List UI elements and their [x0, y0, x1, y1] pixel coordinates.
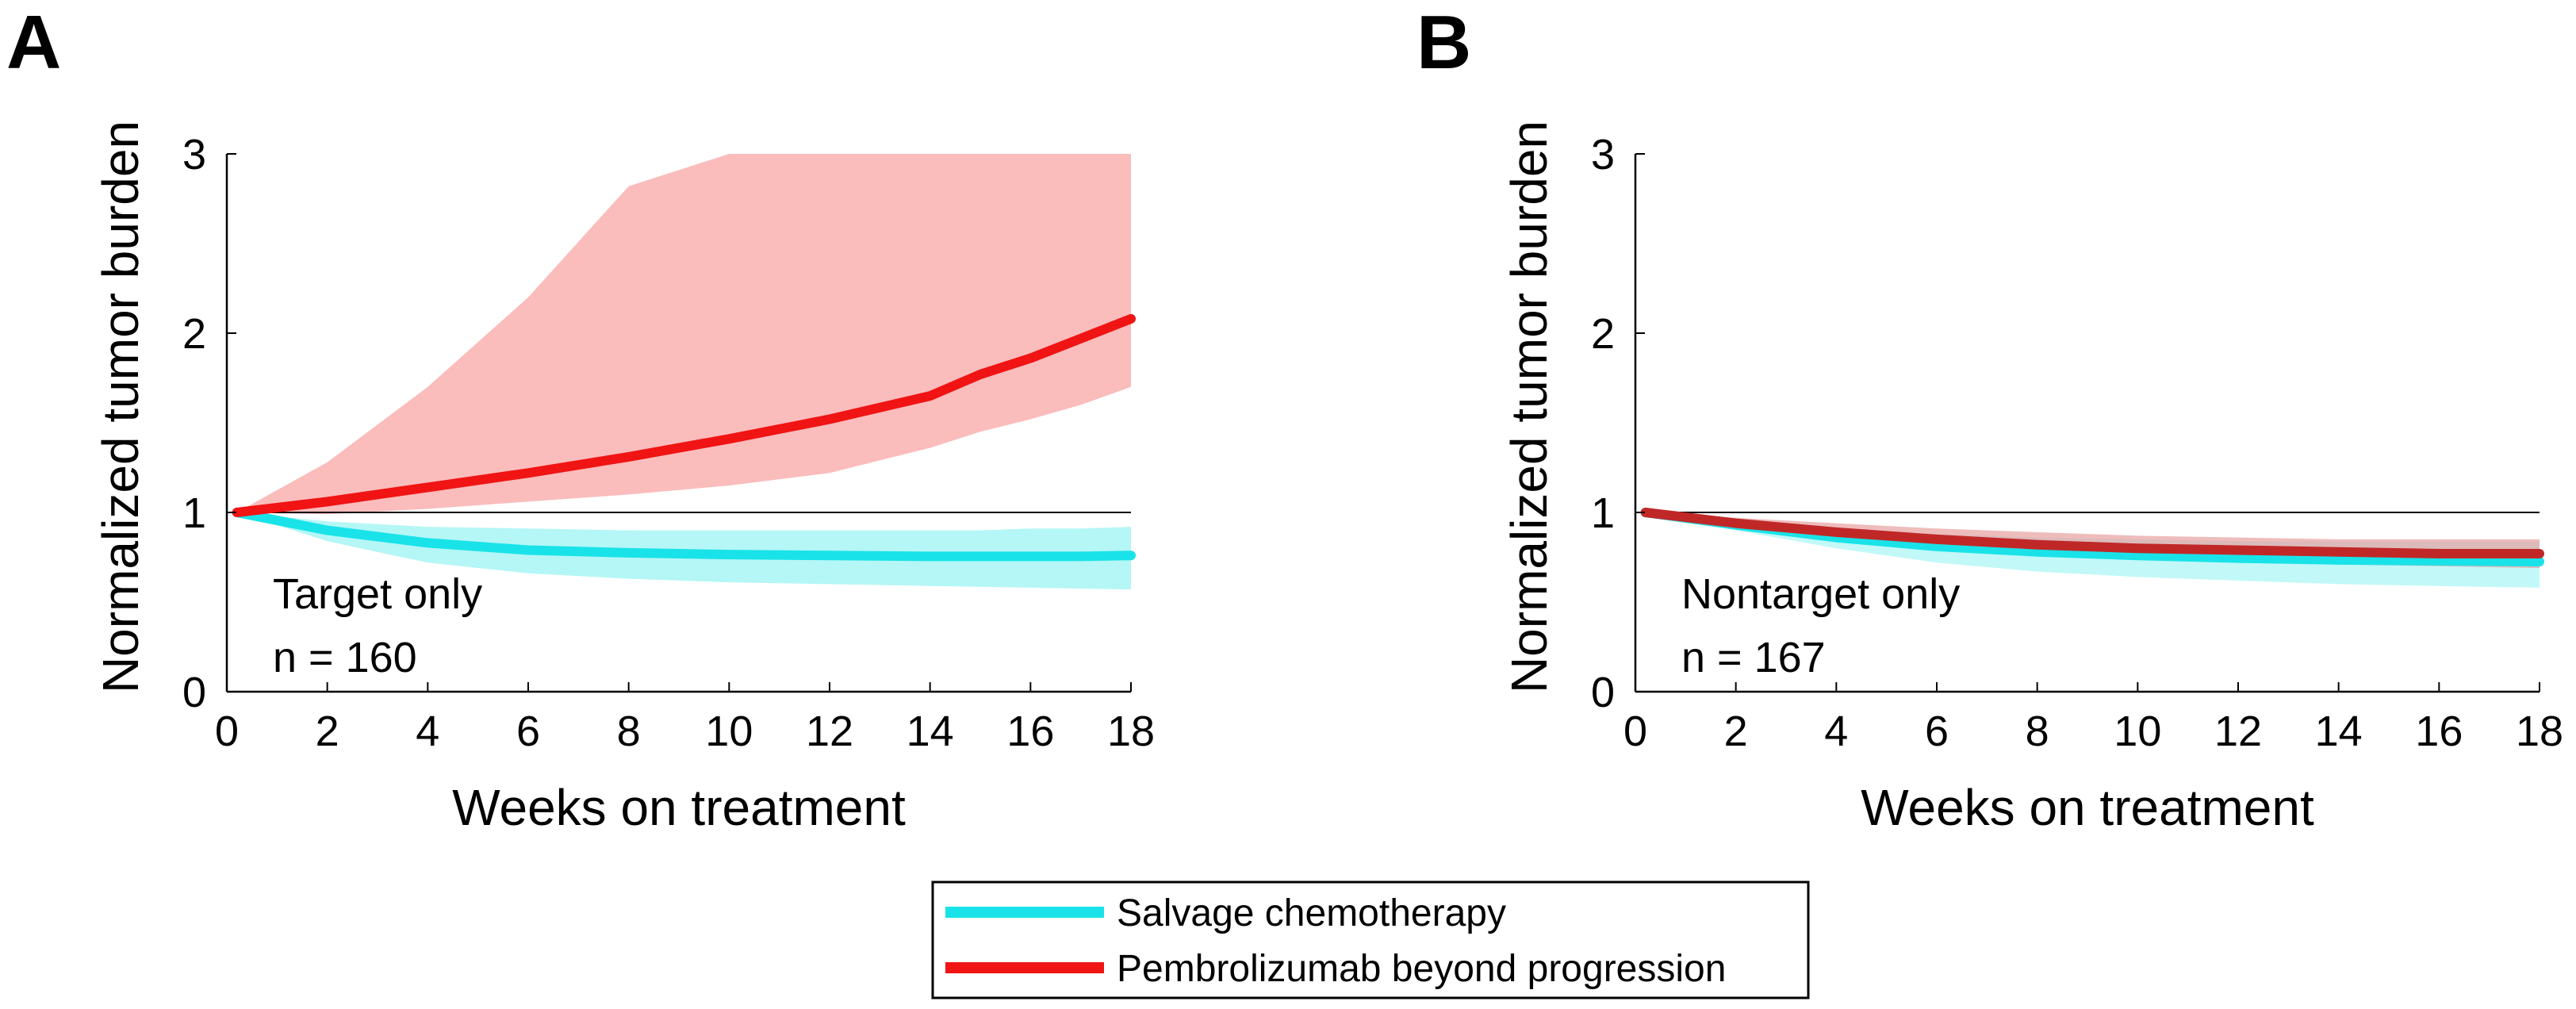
annotation-subset: Target only: [273, 570, 482, 618]
x-tick-label: 6: [516, 708, 540, 755]
y-axis-label: Normalized tumor burden: [1501, 121, 1558, 693]
x-tick-label: 14: [907, 708, 954, 755]
x-tick-label: 12: [2214, 708, 2262, 755]
x-tick-label: 8: [617, 708, 641, 755]
x-tick-label: 6: [1925, 708, 1949, 755]
x-tick-label: 4: [1824, 708, 1848, 755]
y-tick-label: 1: [1591, 489, 1615, 537]
legend-label-salvage: Salvage chemotherapy: [1117, 892, 1506, 934]
legend-label-pembrolizumab: Pembrolizumab beyond progression: [1117, 948, 1726, 990]
x-tick-label: 10: [705, 708, 753, 755]
x-tick-label: 16: [1006, 708, 1054, 755]
x-tick-label: 18: [1107, 708, 1155, 755]
x-tick-label: 0: [1623, 708, 1647, 755]
x-axis-label: Weeks on treatment: [1861, 779, 2314, 836]
x-tick-label: 4: [416, 708, 439, 755]
y-tick-label: 2: [1591, 310, 1615, 358]
annotation-n: n = 167: [1681, 634, 1826, 681]
series-line-0: [232, 508, 1136, 562]
y-tick-label: 0: [1591, 669, 1615, 716]
x-tick-label: 2: [1724, 708, 1748, 755]
legend-box: [931, 880, 1810, 999]
x-tick-label: 18: [2516, 708, 2563, 755]
x-axis-label: Weeks on treatment: [452, 779, 906, 836]
y-tick-label: 2: [182, 310, 206, 358]
x-tick-label: 16: [2415, 708, 2463, 755]
legend: Salvage chemotherapy Pembrolizumab beyon…: [931, 880, 1810, 999]
x-tick-label: 0: [215, 708, 239, 755]
x-tick-label: 10: [2114, 708, 2161, 755]
ci-band-1: [236, 154, 1132, 515]
x-tick-label: 14: [2315, 708, 2363, 755]
x-tick-label: 8: [2026, 708, 2049, 755]
y-tick-label: 3: [182, 131, 206, 178]
panel-letter: B: [1416, 0, 1471, 85]
y-tick-label: 3: [1591, 131, 1615, 178]
y-tick-label: 0: [182, 669, 206, 716]
y-axis-label: Normalized tumor burden: [92, 121, 149, 693]
x-tick-label: 2: [316, 708, 339, 755]
series-line-1: [232, 313, 1136, 517]
annotation-n: n = 160: [273, 634, 417, 681]
x-tick-label: 12: [806, 708, 853, 755]
annotation-subset: Nontarget only: [1681, 570, 1960, 618]
panel-letter: A: [6, 0, 61, 85]
series-line-1: [1640, 508, 2544, 558]
y-tick-label: 1: [182, 489, 206, 537]
